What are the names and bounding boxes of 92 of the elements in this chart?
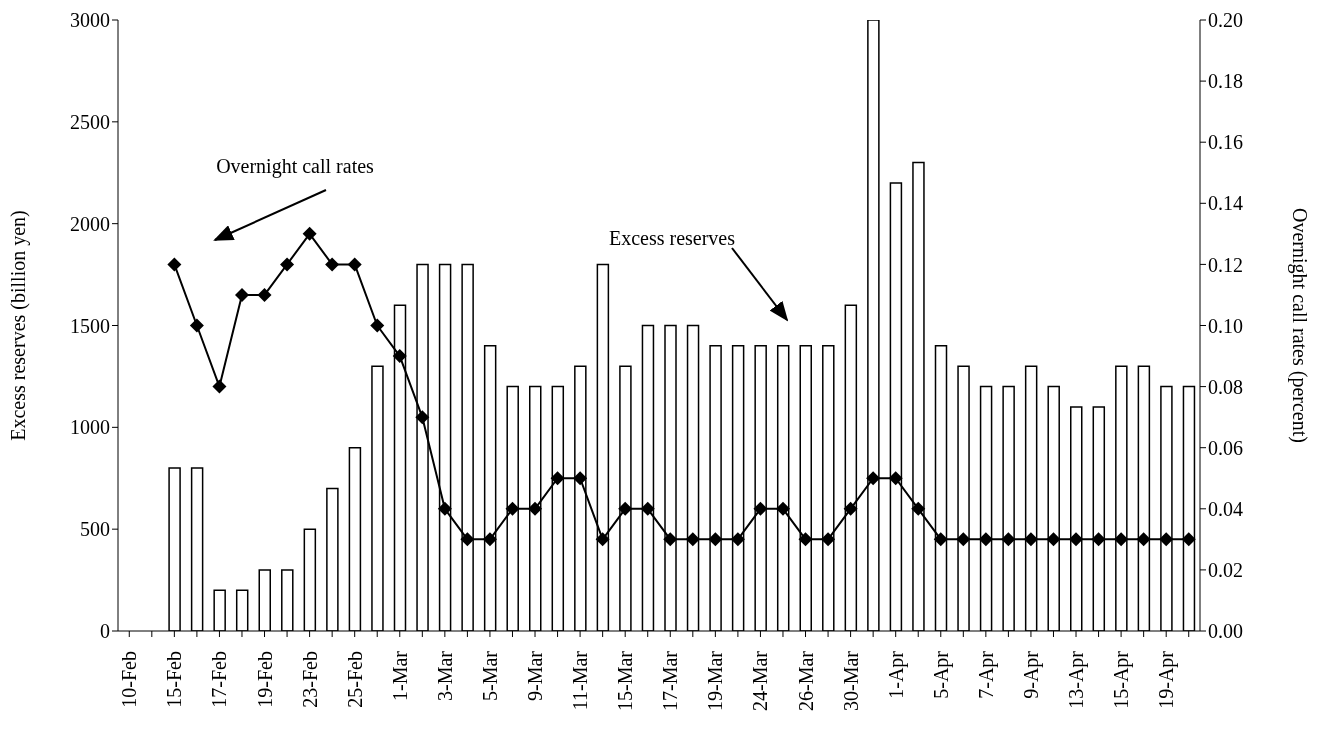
y2-tick-label: 0.20 <box>1208 9 1243 32</box>
point <box>325 257 340 272</box>
x-tick-label: 1-Mar <box>388 650 411 701</box>
point <box>1136 532 1151 547</box>
point <box>663 532 678 547</box>
point <box>640 501 655 516</box>
point <box>1023 532 1038 547</box>
point <box>460 532 475 547</box>
x-tick-label: 30-Mar <box>839 650 862 711</box>
x-tick-label: 10-Feb <box>118 651 141 708</box>
y-tick-label: 3000 <box>70 9 110 32</box>
series-label: Excess reserves <box>608 227 736 249</box>
point <box>956 532 971 547</box>
y-tick-label: 1000 <box>70 416 110 439</box>
x-tick-label: 15-Apr <box>1110 650 1134 709</box>
y2-tick-label: 0.06 <box>1208 436 1243 459</box>
point <box>482 532 497 547</box>
x-tick-label: 24-Mar <box>749 650 772 711</box>
y-tick-label: 500 <box>80 518 110 541</box>
point <box>167 257 182 272</box>
point <box>595 532 610 547</box>
point <box>685 532 700 547</box>
point <box>1001 532 1016 547</box>
point <box>505 501 520 516</box>
x-tick-label: 7-Apr <box>974 650 998 699</box>
point <box>911 501 926 516</box>
x-tick-label: 15-Feb <box>163 651 186 708</box>
point <box>302 226 317 241</box>
point <box>415 410 430 425</box>
x-tick-label: 9-Apr <box>1019 650 1043 699</box>
y2-tick-label: 0.02 <box>1208 559 1243 581</box>
y-tick-label: 2500 <box>70 110 110 133</box>
x-tick-label: 19-Feb <box>253 651 276 708</box>
y2-tick-label: 0.10 <box>1208 314 1243 337</box>
point <box>775 501 790 516</box>
point <box>234 287 249 302</box>
point <box>843 501 858 516</box>
point <box>347 257 362 272</box>
y-tick-label: 1500 <box>70 314 110 337</box>
point <box>573 471 588 486</box>
point <box>212 379 227 394</box>
point <box>730 532 745 547</box>
point <box>1046 532 1061 547</box>
x-tick-label: 11-Mar <box>569 650 592 711</box>
x-tick-label: 15-Mar <box>614 650 637 711</box>
point <box>821 532 836 547</box>
x-tick-label: 9-Mar <box>524 650 547 701</box>
x-tick-label: 17-Feb <box>208 651 231 708</box>
y-axis-title: Excess reserves (billion yen) <box>7 210 31 441</box>
y2-axis-title: Overnight call rates (percent) <box>1287 208 1311 443</box>
point <box>1091 532 1106 547</box>
text: Overnight call rates <box>216 155 375 178</box>
x-tick-label: 25-Feb <box>343 651 366 708</box>
point <box>437 501 452 516</box>
x-tick-label: 17-Mar <box>659 650 682 711</box>
x-tick-label: 19-Apr <box>1155 650 1179 709</box>
point <box>888 471 903 486</box>
y2-tick-label: 0.08 <box>1208 375 1243 398</box>
x-tick-label: 1-Apr <box>884 650 908 699</box>
point <box>280 257 295 272</box>
y2-tick-label: 0.04 <box>1208 497 1243 520</box>
x-tick-label: 13-Apr <box>1065 650 1089 709</box>
point <box>550 471 565 486</box>
point <box>257 287 272 302</box>
x-tick-label: 26-Mar <box>794 650 817 711</box>
y2-tick-label: 0.12 <box>1208 253 1243 276</box>
point <box>618 501 633 516</box>
y2-tick-label: 0.00 <box>1208 620 1243 643</box>
x-tick-label: 23-Feb <box>298 651 321 708</box>
point <box>708 532 723 547</box>
y-tick-label: 2000 <box>70 212 110 235</box>
point <box>1181 532 1196 547</box>
point <box>1159 532 1174 547</box>
y2-tick-label: 0.16 <box>1208 131 1243 154</box>
point <box>978 532 993 547</box>
point <box>1114 532 1129 547</box>
point <box>189 318 204 333</box>
x-tick-label: 5-Apr <box>929 650 953 699</box>
x-tick-label: 5-Mar <box>478 650 501 701</box>
point <box>1069 532 1084 547</box>
x-tick-label: 3-Mar <box>433 650 456 701</box>
point <box>370 318 385 333</box>
point <box>866 471 881 486</box>
point <box>798 532 813 547</box>
point <box>528 501 543 516</box>
point <box>753 501 768 516</box>
point <box>933 532 948 547</box>
x-tick-label: 19-Mar <box>704 650 727 711</box>
y2-tick-label: 0.14 <box>1208 192 1243 215</box>
y-tick-label: 0 <box>100 620 110 643</box>
y2-tick-label: 0.18 <box>1208 70 1243 93</box>
point <box>392 349 407 364</box>
